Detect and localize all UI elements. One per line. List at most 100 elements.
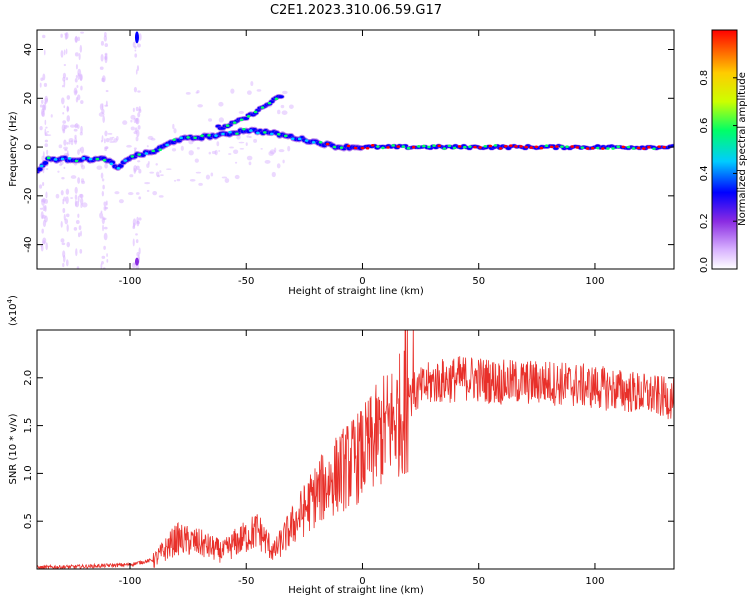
spectrogram-noise [104, 146, 109, 150]
spectrogram-speckle [99, 212, 104, 219]
spectrogram-peak [225, 124, 230, 127]
spectrogram-peak [274, 97, 279, 101]
colorbar-label: Normalized spectral amplitude [737, 72, 748, 226]
spectrogram-noise [63, 146, 68, 150]
spectrogram-speckle [65, 48, 68, 55]
snr-x-tick-label: -100 [119, 576, 142, 587]
spectrogram-noise [282, 159, 285, 164]
spectrogram-speckle [103, 232, 108, 241]
spectrogram-noise [234, 161, 238, 164]
spectrogram-peak [411, 145, 416, 149]
spectrogram-noise [166, 168, 172, 170]
spectrogram-noise [158, 195, 164, 198]
spectrogram-peak [416, 145, 421, 148]
spectrogram-speckle [43, 49, 46, 56]
spectrogram-noise [288, 104, 294, 109]
spectrogram-noise [197, 104, 203, 108]
spectrogram-speckle [42, 169, 45, 174]
spectrogram-speckle [80, 230, 82, 237]
spectrogram-speckle [75, 248, 78, 257]
spectrogram-speckle [43, 82, 48, 88]
spectrogram-noise [144, 181, 151, 185]
spectrogram-peak [401, 145, 406, 148]
spectrogram-speckle [75, 219, 80, 225]
spectrogram-noise [250, 81, 254, 87]
snr-x-tick-label: -50 [238, 576, 254, 587]
spectrogram-speckle [64, 124, 68, 128]
spectrogram-speckle [41, 228, 44, 234]
spectrogram-speckle [73, 140, 78, 143]
spectrogram-noise [260, 148, 263, 150]
spectrogram-speckle [63, 213, 66, 221]
spectrogram-peak [636, 146, 641, 150]
spectrogram-speckle [62, 120, 67, 124]
spectrogram-speckle [77, 213, 80, 218]
spectrogram-speckle [65, 77, 69, 81]
spectrogram-peak [555, 145, 559, 148]
spectrogram-x-tick-label: -100 [119, 276, 142, 287]
spectrogram-speckle [75, 96, 79, 103]
spectrogram-noise [66, 125, 69, 128]
spectrogram-speckle [73, 87, 78, 96]
spectrogram-speckle [135, 69, 138, 75]
spectrogram-speckle [66, 106, 70, 112]
spectrogram-speckle [65, 188, 70, 195]
spectrogram-speckle [79, 73, 83, 81]
spectrogram-noise [126, 144, 132, 148]
spectrogram-speckle [134, 127, 138, 133]
spectrogram-peak [406, 146, 411, 150]
spectrogram-speckle [63, 105, 66, 109]
spectrogram-speckle [74, 78, 78, 83]
spectrogram-speckle [135, 106, 139, 112]
spectrogram-speckle [46, 149, 49, 155]
spectrogram-speckle [103, 35, 108, 42]
spectrogram-noise [246, 135, 250, 138]
spectrogram-noise [224, 178, 230, 183]
spectrogram-peak [534, 145, 539, 149]
spectrogram-speckle [102, 184, 105, 190]
spectrogram-speckle [61, 177, 65, 180]
spectrogram-speckle [74, 52, 79, 57]
spectrogram-noise [116, 136, 119, 141]
spectrogram-peak [318, 141, 323, 144]
spectrogram-speckle [103, 201, 107, 207]
spectrogram-speckle [42, 73, 46, 81]
spectrogram-peak [235, 132, 239, 135]
spectrogram-peak [297, 137, 302, 141]
spectrogram-noise [195, 171, 202, 174]
spectrogram-peak [60, 157, 65, 161]
spectrogram-peak [422, 144, 426, 148]
spectrogram-peak [631, 147, 636, 150]
spectrogram-speckle [41, 99, 44, 104]
snr-y-tick-label: 0.5 [23, 513, 34, 529]
spectrogram-noise [246, 155, 253, 161]
spectrogram-peak [529, 146, 534, 149]
spectrogram-speckle [62, 111, 65, 115]
spectrogram-speckle [77, 195, 80, 203]
spectrogram-speckle [104, 32, 107, 38]
spectrogram-peak [647, 145, 651, 149]
spectrogram-peak [263, 131, 267, 134]
spectrogram-speckle [101, 75, 106, 83]
spectrogram-speckle [74, 134, 77, 139]
spectrogram-noise [149, 171, 155, 174]
spectrogram-noise [218, 101, 224, 107]
spectrogram-noise [271, 171, 276, 178]
spectrogram-peak [498, 147, 503, 150]
spectrogram-noise [173, 128, 177, 134]
spectrogram-band-body [670, 144, 674, 148]
spectrogram-speckle [75, 64, 78, 70]
spectrogram-speckle [79, 44, 83, 53]
spectrogram-noise [58, 144, 63, 149]
spectrogram-speckle [137, 125, 141, 130]
spectrogram-noise [135, 136, 139, 142]
spectrogram-peak [580, 146, 585, 149]
spectrogram-speckle [137, 160, 141, 163]
spectrogram-peak [200, 134, 204, 138]
spectrogram-speckle [104, 104, 109, 107]
spectrogram-speckle [41, 110, 46, 117]
colorbar: 0.0 0.2 0.4 0.6 0.8 Normalized spectral ampl… [699, 29, 748, 273]
spectrogram-noise [50, 114, 53, 118]
spectrogram-peak [391, 144, 395, 147]
spectrogram-speckle [138, 217, 142, 221]
